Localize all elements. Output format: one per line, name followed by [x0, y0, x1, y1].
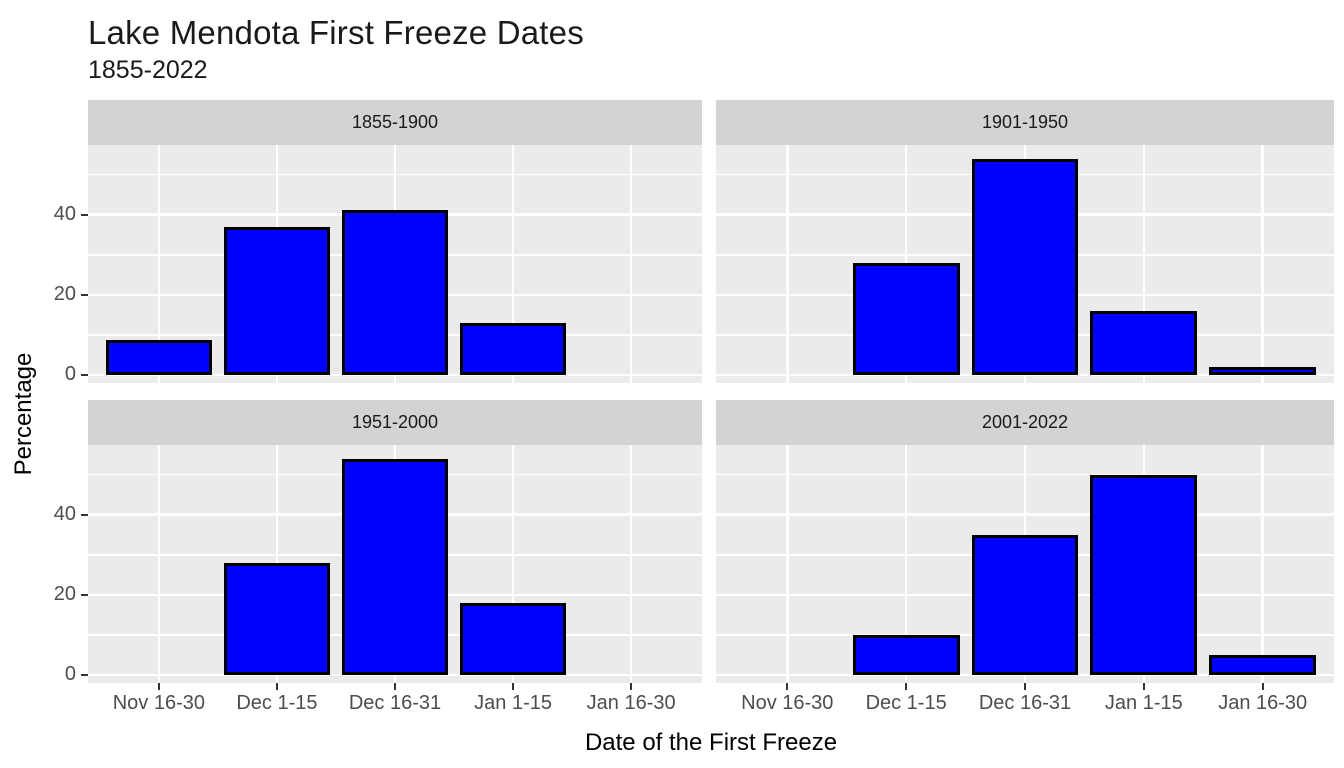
facet-strip-label: 1951-2000 [351, 412, 439, 432]
x-axis-title: Date of the First Freeze [584, 729, 838, 756]
x-tick-mark [1142, 683, 1145, 690]
x-tick-mark [1261, 683, 1264, 690]
major-gridline-x [157, 445, 161, 683]
y-tick-mark [81, 673, 88, 676]
bar [459, 602, 567, 675]
y-tick-label: 20 [53, 582, 76, 605]
facet-strip: 2001-2022 [716, 400, 1334, 445]
x-tick-mark [786, 683, 789, 690]
x-tick-mark [905, 683, 908, 690]
y-tick-label: 0 [64, 662, 76, 685]
bar [105, 340, 212, 375]
x-tick-mark [630, 683, 633, 690]
y-tick-mark [81, 513, 88, 516]
x-tick-label: Dec 16-31 [348, 692, 442, 714]
x-tick-label: Nov 16-30 [741, 692, 834, 714]
x-tick-mark [512, 683, 515, 690]
facet-panel [716, 445, 1334, 683]
major-gridline-x [511, 445, 515, 683]
y-tick-mark [81, 593, 88, 596]
bar [1209, 366, 1317, 375]
major-gridline-x [786, 145, 789, 383]
bar [223, 562, 331, 675]
bar [1209, 654, 1317, 675]
major-gridline-x [1142, 145, 1146, 383]
y-tick-mark [81, 293, 88, 296]
major-gridline-x [1261, 145, 1264, 383]
bar [223, 226, 331, 375]
plot-subtitle: 1855-2022 [88, 56, 208, 84]
y-tick-mark [81, 373, 88, 376]
y-tick-mark [81, 213, 88, 216]
plot-title: Lake Mendota First Freeze Dates [88, 14, 584, 51]
bar [341, 458, 449, 675]
bar [1090, 310, 1198, 375]
facet-strip-label: 1855-1900 [351, 112, 439, 132]
y-tick-label: 0 [64, 362, 76, 385]
major-gridline-x [511, 145, 515, 383]
x-tick-mark [275, 683, 278, 690]
facet-panel [88, 445, 702, 683]
bar [341, 209, 449, 375]
facet-strip: 1901-1950 [716, 100, 1334, 145]
facet-strip-label: 2001-2022 [981, 412, 1069, 432]
x-tick-label: Dec 1-15 [236, 692, 318, 714]
facet-strip: 1951-2000 [88, 400, 702, 445]
facet-panel [88, 145, 702, 383]
facet-panel [716, 145, 1334, 383]
x-tick-label: Jan 1-15 [1104, 692, 1183, 714]
y-tick-label: 40 [53, 202, 76, 225]
bar [459, 322, 567, 375]
x-tick-label: Dec 16-31 [978, 692, 1072, 714]
x-tick-mark [157, 683, 160, 690]
major-gridline-x [786, 445, 789, 683]
bar [852, 262, 960, 375]
major-gridline-x [157, 145, 161, 383]
bar [971, 158, 1079, 375]
major-gridline-x [629, 445, 633, 683]
x-tick-label: Jan 16-30 [586, 692, 676, 714]
x-tick-mark [394, 683, 396, 690]
bar [1090, 474, 1198, 675]
major-gridline-x [904, 445, 908, 683]
x-tick-label: Nov 16-30 [112, 692, 205, 714]
x-tick-label: Dec 1-15 [865, 692, 947, 714]
y-tick-label: 40 [53, 502, 76, 525]
bar [971, 534, 1079, 675]
major-gridline-x [1261, 445, 1264, 683]
major-gridline-x [629, 145, 633, 383]
facet-strip: 1855-1900 [88, 100, 702, 145]
facet-strip-label: 1901-1950 [981, 112, 1069, 132]
y-tick-label: 20 [53, 282, 76, 305]
x-tick-mark [1024, 683, 1026, 690]
x-tick-label: Jan 1-15 [474, 692, 552, 714]
y-axis-title: Percentage [10, 352, 37, 476]
bar [852, 634, 960, 675]
x-tick-label: Jan 16-30 [1218, 692, 1308, 714]
